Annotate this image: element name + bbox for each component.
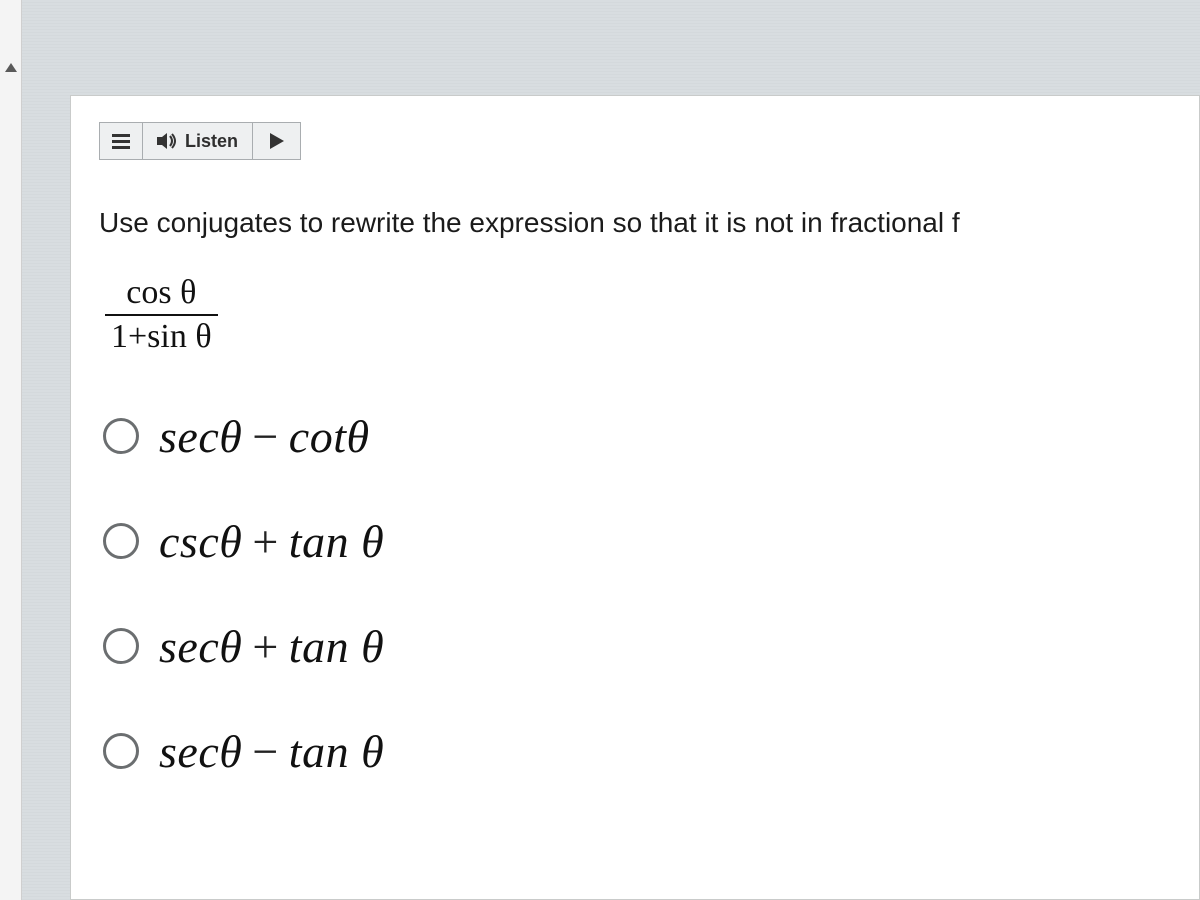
toolbar-menu-button[interactable] (99, 122, 143, 160)
option-right: tan θ (289, 726, 384, 777)
listen-label: Listen (185, 131, 238, 152)
option-left: cscθ (159, 516, 242, 567)
option-left: secθ (159, 621, 242, 672)
option-operator: + (242, 621, 288, 672)
option-operator: + (242, 516, 288, 567)
question-text: Use conjugates to rewrite the expression… (99, 204, 1171, 242)
option-1[interactable]: secθ−cotθ (103, 410, 1171, 463)
option-2-text: cscθ+tan θ (159, 515, 384, 568)
option-right: tan θ (289, 516, 384, 567)
radio-icon[interactable] (103, 418, 139, 454)
option-left: secθ (159, 411, 242, 462)
given-expression: cos θ 1+sin θ (105, 276, 218, 354)
option-right: cotθ (289, 411, 370, 462)
speaker-icon (157, 132, 177, 150)
option-4-text: secθ−tan θ (159, 725, 384, 778)
scrollbar-gutter[interactable] (0, 0, 22, 900)
option-operator: − (242, 726, 288, 777)
play-button[interactable] (253, 122, 301, 160)
play-icon (270, 133, 284, 149)
radio-icon[interactable] (103, 733, 139, 769)
answer-options: secθ−cotθ cscθ+tan θ secθ+tan θ secθ−tan… (103, 410, 1171, 778)
scroll-up-arrow-icon[interactable] (3, 60, 19, 76)
option-2[interactable]: cscθ+tan θ (103, 515, 1171, 568)
fraction: cos θ 1+sin θ (105, 276, 218, 354)
radio-icon[interactable] (103, 628, 139, 664)
option-3[interactable]: secθ+tan θ (103, 620, 1171, 673)
option-left: secθ (159, 726, 242, 777)
fraction-denominator: 1+sin θ (105, 316, 218, 354)
option-3-text: secθ+tan θ (159, 620, 384, 673)
audio-toolbar: Listen (99, 122, 1171, 160)
option-1-text: secθ−cotθ (159, 410, 370, 463)
radio-icon[interactable] (103, 523, 139, 559)
option-4[interactable]: secθ−tan θ (103, 725, 1171, 778)
question-card: Listen Use conjugates to rewrite the exp… (70, 95, 1200, 900)
option-operator: − (242, 411, 288, 462)
listen-button[interactable]: Listen (143, 122, 253, 160)
fraction-numerator: cos θ (105, 276, 218, 316)
option-right: tan θ (289, 621, 384, 672)
hamburger-icon (112, 134, 130, 149)
